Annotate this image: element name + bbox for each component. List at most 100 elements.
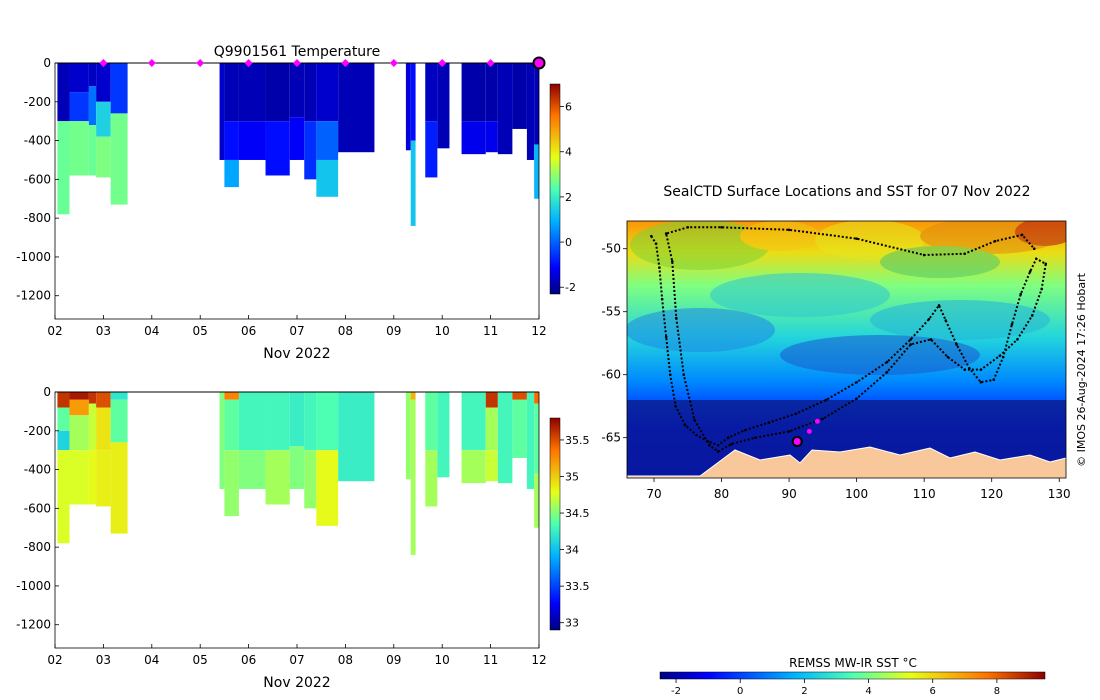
sal-profile-cell: [485, 450, 498, 482]
temperature-xlabel: Nov 2022: [263, 346, 330, 362]
antarctic-land: [627, 446, 1066, 478]
sal-profile-cell: [316, 450, 339, 526]
surface-marker: [389, 59, 398, 67]
sal-profile-cell: [88, 392, 97, 404]
track-point: [998, 354, 1002, 358]
track-point: [668, 373, 672, 376]
track-point: [1019, 292, 1023, 296]
sal-profile-cell: [57, 450, 70, 544]
track-point: [922, 253, 926, 257]
sal-profile-cell: [410, 392, 416, 400]
temp-profile-cell: [534, 63, 539, 145]
track-point: [675, 316, 678, 320]
track-point: [1040, 287, 1043, 291]
temp-profile-cell: [57, 63, 70, 122]
track-point: [1020, 233, 1024, 237]
temp-profile-cell: [338, 63, 375, 153]
track-point: [794, 412, 798, 416]
sal-xtick-label: 11: [483, 653, 498, 667]
sal-profile-cell: [289, 392, 305, 447]
temp-xtick-label: 05: [193, 324, 208, 338]
sal-profile-cell: [461, 450, 486, 484]
temperature-cells: [57, 63, 539, 226]
sal-ytick-label: -1200: [16, 618, 51, 632]
temp-profile-cell: [88, 125, 97, 176]
temp-xtick-label: 12: [531, 324, 546, 338]
track-point: [992, 378, 996, 382]
track-point: [979, 368, 983, 371]
sal-ytick-label: -400: [24, 463, 51, 477]
sal-profile-cell: [69, 450, 89, 505]
sal-profile-cell: [69, 399, 89, 416]
salinity-xlabel: Nov 2022: [263, 675, 330, 691]
sal-profile-cell: [57, 392, 70, 408]
surface-marker: [486, 59, 495, 67]
track-point: [909, 343, 912, 346]
temp-xtick-label: 02: [47, 324, 62, 338]
temp-profile-cell: [224, 63, 239, 122]
temp-xtick-label: 07: [289, 324, 304, 338]
track-point: [730, 442, 733, 446]
sal-xtick-label: 12: [531, 653, 546, 667]
temp-xtick-label: 08: [338, 324, 353, 338]
track-point: [1016, 338, 1019, 341]
latest-surface-marker: [532, 56, 546, 70]
temp-colorbar-tick-label: 0: [565, 236, 572, 249]
temp-profile-cell: [69, 92, 89, 122]
track-point: [885, 370, 889, 374]
map-lon-label: 120: [980, 487, 1003, 501]
track-point: [716, 450, 720, 453]
track-point: [716, 443, 720, 447]
track-point: [1034, 257, 1038, 261]
sal-profile-cell: [219, 392, 225, 489]
sal-profile-cell: [534, 403, 539, 474]
track-point: [937, 304, 941, 307]
salinity-x-axis: 02 03 04 05 06 07 08 09 10 11 12: [47, 644, 547, 667]
track-point: [944, 319, 948, 322]
sal-profile-cell: [405, 392, 411, 480]
map-title: SealCTD Surface Locations and SST for 07…: [663, 184, 1030, 200]
temp-profile-cell: [485, 121, 498, 153]
track-point: [693, 418, 696, 422]
temperature-x-axis: 02 03 04 05 06 07 08 09 10 11 12: [47, 315, 547, 338]
temperature-title: Q9901561 Temperature: [214, 44, 381, 60]
sal-colorbar-tick-label: 35: [565, 470, 579, 483]
temp-profile-cell: [316, 121, 339, 160]
temp-profile-cell: [265, 121, 290, 176]
sal-colorbar-tick-label: 34.5: [565, 507, 590, 520]
temp-xtick-label: 11: [483, 324, 498, 338]
track-point: [754, 436, 757, 439]
temp-xtick-label: 09: [386, 324, 401, 338]
temp-ytick-label: -400: [24, 134, 51, 148]
sal-xtick-label: 08: [338, 653, 353, 667]
track-point: [821, 417, 825, 421]
sal-profile-cell: [497, 392, 513, 484]
sal-profile-cell: [110, 399, 128, 443]
sal-profile-cell: [88, 403, 97, 451]
sal-profile-cell: [265, 450, 290, 505]
temp-profile-cell: [224, 121, 239, 160]
track-point: [929, 338, 933, 341]
map-lon-axis: 70 80 90 100 110 120 130: [646, 478, 1071, 501]
track-point: [1001, 355, 1005, 359]
temperature-panel: Q9901561 Temperature 0 -200 -400 -600 -800 -1…: [16, 44, 576, 362]
track-point: [855, 237, 858, 240]
sal-profile-cell: [512, 399, 527, 458]
track-point: [664, 232, 668, 235]
track-point: [660, 297, 664, 301]
sst-colorbar-tick-label: 8: [994, 686, 1000, 697]
sal-profile-cell: [410, 399, 416, 555]
track-point: [664, 335, 668, 339]
sst-colorbar-tick-label: -2: [671, 686, 681, 697]
sal-xtick-label: 06: [241, 653, 256, 667]
surface-marker: [293, 59, 301, 67]
sal-profile-cell: [110, 392, 128, 400]
sal-profile-cell: [461, 392, 486, 451]
track-point: [670, 260, 674, 263]
sal-profile-cell: [526, 392, 535, 489]
temp-xtick-label: 04: [144, 324, 159, 338]
temp-profile-cell: [289, 63, 305, 118]
temp-profile-cell: [88, 86, 97, 126]
sal-profile-cell: [338, 392, 375, 482]
sal-profile-cell: [265, 392, 290, 451]
